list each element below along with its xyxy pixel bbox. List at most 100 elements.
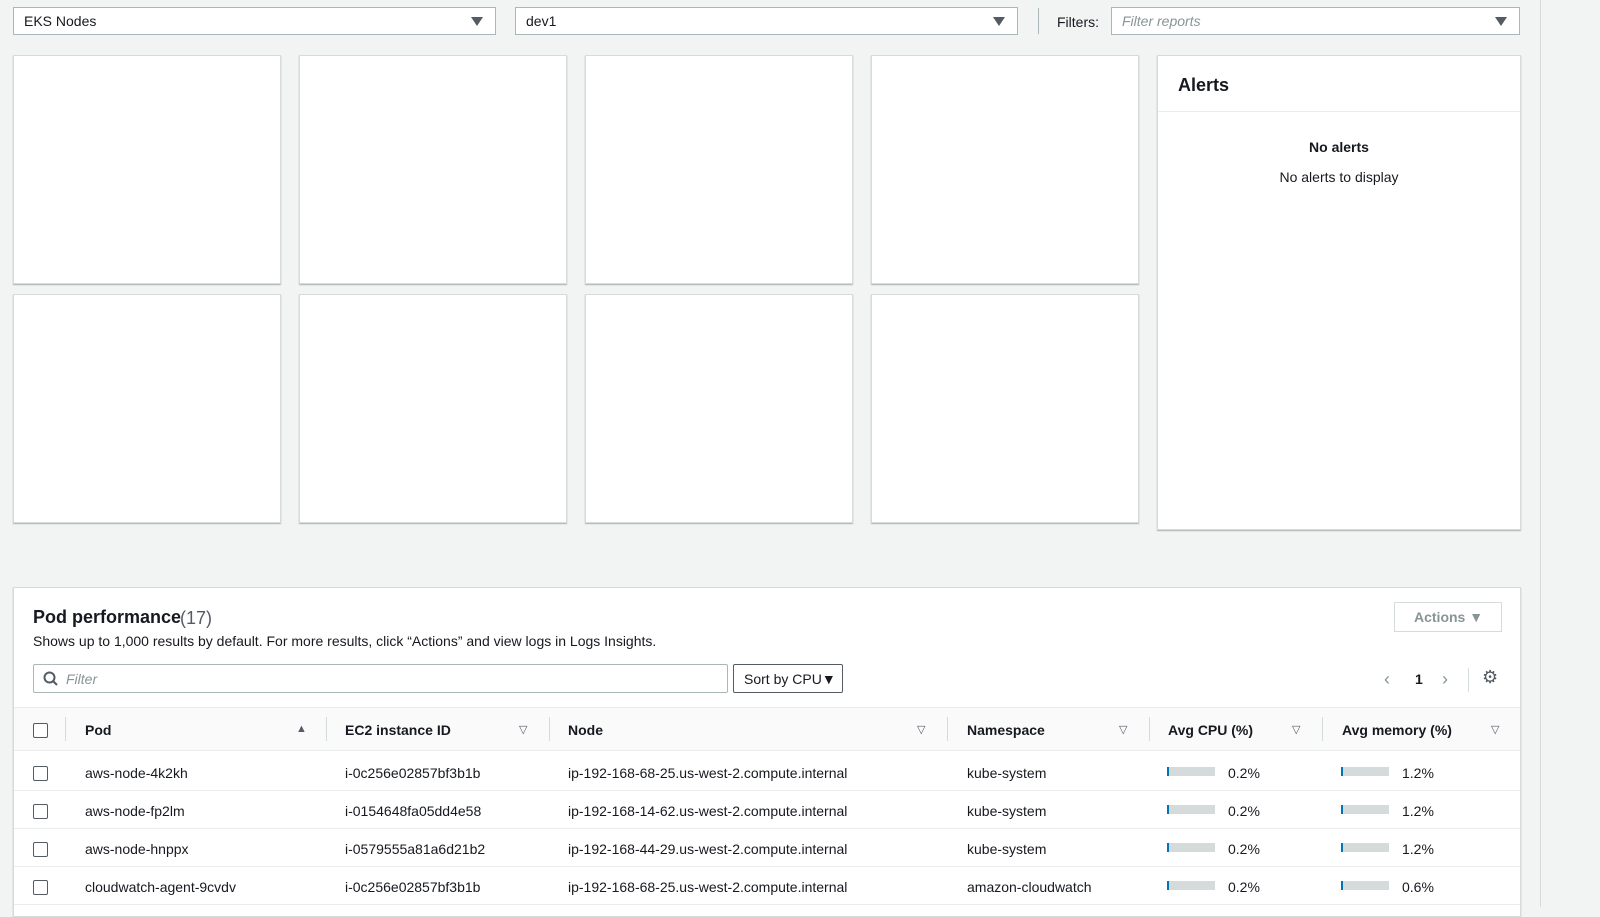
sort-icon: ▽	[1119, 724, 1128, 736]
column-header: Namespace	[967, 722, 1045, 738]
divider	[1038, 8, 1039, 34]
alerts-title: Alerts	[1178, 75, 1230, 95]
cell: 0.2%	[1228, 879, 1260, 895]
cell: ip-192-168-68-25.us-west-2.compute.inter…	[568, 879, 848, 895]
cell: 0.6%	[1402, 879, 1434, 895]
sort-icon: ▽	[917, 724, 926, 736]
widget: NetworkBytes/Second7.96k523k1.04M22:0022…	[299, 294, 567, 523]
sort-icon: ▲	[296, 723, 307, 735]
column-header: Node	[568, 722, 603, 738]
column-separator	[326, 717, 327, 741]
usage-bar	[1341, 767, 1389, 776]
column-separator	[947, 717, 948, 741]
usage-fill	[1167, 843, 1169, 852]
column-separator	[1322, 717, 1323, 741]
checkbox[interactable]	[33, 804, 48, 819]
cell: kube-system	[967, 841, 1047, 857]
usage-fill	[1341, 805, 1343, 814]
usage-fill	[1167, 805, 1169, 814]
divider	[1468, 668, 1469, 692]
cluster-select[interactable]: dev1	[515, 7, 1018, 35]
pods-count: (17)	[180, 608, 213, 628]
cell: amazon-cloudwatch	[967, 879, 1092, 895]
filter-input[interactable]: Filter	[33, 664, 728, 693]
cell: 0.2%	[1228, 841, 1260, 857]
sort-icon: ▽	[1292, 724, 1301, 736]
sort-icon: ▽	[1491, 724, 1500, 736]
widget: Reserved CPU Compute Ca...Percent21.323.…	[299, 55, 567, 284]
usage-bar	[1341, 843, 1389, 852]
page-number[interactable]: 1	[1415, 671, 1423, 687]
checkbox[interactable]	[33, 880, 48, 895]
cell: kube-system	[967, 803, 1047, 819]
usage-bar	[1167, 843, 1215, 852]
usage-fill	[1341, 881, 1343, 890]
filters-select[interactable]: Filter reports	[1111, 7, 1520, 35]
column-header: Pod	[85, 722, 112, 738]
actions-label: Actions	[1414, 609, 1466, 625]
column-header: Avg memory (%)	[1342, 722, 1452, 738]
search-icon	[43, 671, 58, 686]
alerts-empty-title: No alerts	[1309, 139, 1369, 155]
cell: cloudwatch-agent-9cvdv	[85, 879, 236, 895]
cell: aws-node-4k2kh	[85, 765, 188, 781]
cell: 0.2%	[1228, 803, 1260, 819]
usage-bar	[1167, 881, 1215, 890]
usage-fill	[1167, 881, 1169, 890]
widget: Disk UtilizationPercent2.612.692.7822:00…	[13, 294, 281, 523]
cell: 0.2%	[1228, 765, 1260, 781]
pods-title: Pod performance	[33, 607, 182, 627]
cell: i-0154648fa05dd4e58	[345, 803, 482, 819]
cell: 1.2%	[1402, 803, 1434, 819]
cell: 1.2%	[1402, 765, 1434, 781]
row-border	[14, 790, 1520, 791]
row-border	[14, 866, 1520, 867]
table-header	[14, 707, 1520, 751]
sort-icon: ▽	[519, 724, 528, 736]
pods-description: Shows up to 1,000 results by default. Fo…	[33, 633, 657, 649]
cell: ip-192-168-14-62.us-west-2.compute.inter…	[568, 803, 848, 819]
usage-fill	[1167, 767, 1169, 776]
usage-bar	[1167, 767, 1215, 776]
checkbox[interactable]	[33, 766, 48, 781]
cell: ip-192-168-44-29.us-west-2.compute.inter…	[568, 841, 848, 857]
row-border	[14, 904, 1520, 905]
filters-label: Filters:	[1057, 14, 1099, 30]
usage-fill	[1341, 767, 1343, 776]
checkbox[interactable]	[33, 842, 48, 857]
column-separator	[549, 717, 550, 741]
cell: i-0c256e02857bf3b1b	[345, 879, 481, 895]
alerts-panel: Alerts No alerts No alerts to display	[1157, 55, 1521, 530]
side-border	[1540, 0, 1541, 907]
column-separator	[1149, 717, 1150, 741]
cell: aws-node-hnppx	[85, 841, 189, 857]
cell: 1.2%	[1402, 841, 1434, 857]
widget: CPU UtilizationPercent2.44.987.5722:0022…	[13, 55, 281, 284]
settings-icon[interactable]: ⚙	[1482, 667, 1499, 687]
column-separator	[65, 717, 66, 741]
widget: Memory UtilizationPercent17.417.918.422:…	[585, 55, 853, 284]
resource-select[interactable]: EKS Nodes	[13, 7, 496, 35]
row-border	[14, 828, 1520, 829]
cell: kube-system	[967, 765, 1047, 781]
column-header: EC2 instance ID	[345, 722, 451, 738]
widget: Number of PodsCount45622:0022:1522:3022:…	[585, 294, 853, 523]
sort-select[interactable]: Sort by CPU▼	[733, 664, 843, 693]
widget: Number of ContainersCount45622:0022:1522…	[871, 294, 1139, 523]
cell: i-0579555a81a6d21b2	[345, 841, 486, 857]
pod-performance-panel: Pod performance (17) Shows up to 1,000 r…	[13, 587, 1521, 917]
prev-page[interactable]: ‹	[1384, 669, 1390, 689]
divider	[1158, 111, 1520, 112]
checkbox[interactable]	[33, 723, 48, 738]
cell: ip-192-168-68-25.us-west-2.compute.inter…	[568, 765, 848, 781]
usage-bar	[1167, 805, 1215, 814]
usage-fill	[1341, 843, 1343, 852]
actions-button[interactable]: Actions ▼	[1394, 602, 1502, 632]
cell: i-0c256e02857bf3b1b	[345, 765, 481, 781]
cell: aws-node-fp2lm	[85, 803, 185, 819]
widget: Reserved Memory Compute...Percent10.311.…	[871, 55, 1139, 284]
column-header: Avg CPU (%)	[1168, 722, 1254, 738]
next-page[interactable]: ›	[1442, 669, 1448, 689]
alerts-empty-text: No alerts to display	[1279, 169, 1399, 185]
